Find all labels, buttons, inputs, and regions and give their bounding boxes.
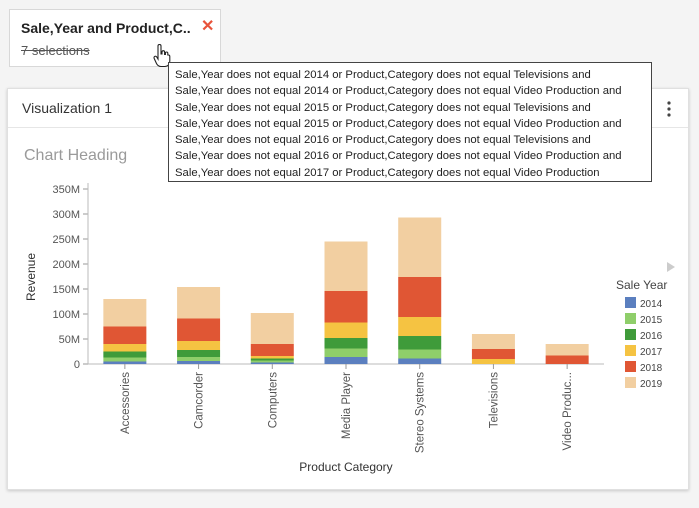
close-icon[interactable]: ✕	[201, 18, 215, 35]
x-tick-label: Video Produc...	[562, 372, 574, 450]
bar-segment[interactable]	[103, 326, 147, 345]
legend-swatch	[625, 329, 636, 340]
x-tick-label: Computers	[267, 372, 279, 428]
panel-title: Visualization 1	[22, 100, 113, 116]
bar-segment[interactable]	[398, 349, 442, 359]
x-axis-label: Product Category	[299, 460, 392, 474]
bar-segment[interactable]	[177, 341, 221, 350]
legend-label[interactable]: 2019	[640, 379, 663, 390]
legend-swatch	[625, 297, 636, 308]
bar-segment[interactable]	[398, 317, 442, 336]
bar-segment[interactable]	[324, 291, 368, 323]
legend-label[interactable]: 2018	[640, 363, 663, 374]
bar-segment[interactable]	[398, 336, 442, 350]
x-tick-label: Accessories	[120, 372, 132, 434]
y-tick-label: 200M	[52, 259, 80, 271]
filter-chip[interactable]: Sale,Year and Product,C... ✕ 7 selection…	[9, 9, 221, 67]
legend-swatch	[625, 345, 636, 356]
bar-segment[interactable]	[398, 217, 442, 278]
kebab-menu-icon[interactable]	[664, 99, 674, 119]
bar-segment[interactable]	[103, 351, 147, 358]
bar-segment[interactable]	[250, 360, 294, 363]
bar-segment[interactable]	[177, 318, 221, 342]
bar-segment[interactable]	[545, 344, 589, 356]
bar-segment[interactable]	[250, 313, 294, 344]
legend-label[interactable]: 2017	[640, 347, 663, 358]
bar-segment[interactable]	[177, 361, 221, 364]
bar-segment[interactable]	[545, 355, 589, 365]
bar-segment[interactable]	[250, 344, 294, 356]
bar-segment[interactable]	[471, 334, 515, 349]
tooltip-line: Sale,Year does not equal 2014 or Product…	[175, 69, 591, 81]
filter-title: Sale,Year and Product,C...	[21, 20, 191, 36]
legend-scroll-icon[interactable]	[667, 262, 675, 272]
stacked-bar-chart: Chart Heading 0 50M 100M 150M 200M 250M 300M 350…	[24, 147, 675, 474]
legend-swatch	[625, 377, 636, 388]
bar-segment[interactable]	[250, 362, 294, 365]
bar-segment[interactable]	[324, 322, 368, 339]
bar-segment[interactable]	[177, 357, 221, 361]
y-tick-label: 350M	[52, 184, 80, 196]
chart-heading: Chart Heading	[24, 147, 127, 164]
y-axis-label: Revenue	[24, 253, 38, 301]
tooltip-line: Sale,Year does not equal 2016 or Product…	[175, 150, 622, 163]
tooltip-line: Sale,Year does not equal 2017 or Product…	[175, 166, 600, 179]
bar-segment[interactable]	[103, 361, 147, 365]
bar-segment[interactable]	[250, 356, 294, 359]
bar-segment[interactable]	[177, 287, 221, 319]
y-tick-label: 50M	[59, 334, 80, 346]
bar-segment[interactable]	[324, 338, 368, 349]
x-tick-label: Camcorder	[194, 372, 206, 429]
tooltip-line: Sale,Year does not equal 2016 or Product…	[175, 134, 591, 147]
bar-segment[interactable]	[398, 358, 442, 365]
filter-tooltip: Sale,Year does not equal 2014 or Product…	[168, 62, 652, 182]
x-tick-label: Stereo Systems	[415, 372, 427, 453]
legend-label[interactable]: 2014	[640, 299, 663, 310]
legend-swatch	[625, 313, 636, 324]
bar-segment[interactable]	[250, 358, 294, 361]
legend-label[interactable]: 2015	[640, 315, 663, 326]
bar-segment[interactable]	[324, 348, 368, 358]
bar-segment[interactable]	[398, 277, 442, 317]
legend-title: Sale Year	[616, 278, 667, 292]
x-tick-label: Media Player	[341, 372, 353, 439]
bar-segment[interactable]	[471, 359, 515, 364]
bar-segment[interactable]	[103, 344, 147, 352]
bar-segment[interactable]	[103, 357, 147, 362]
legend-swatch	[625, 361, 636, 372]
tooltip-line: Sale,Year does not equal 2015 or Product…	[175, 117, 622, 130]
y-tick-label: 0	[74, 359, 80, 371]
legend-label[interactable]: 2016	[640, 331, 663, 342]
bar-segment[interactable]	[103, 299, 147, 327]
hand-cursor-icon	[153, 44, 171, 68]
tooltip-line: Sale,Year does not equal 2014 or Product…	[175, 85, 622, 98]
y-tick-label: 150M	[52, 284, 80, 296]
tooltip-line: Sale,Year does not equal 2015 or Product…	[175, 101, 591, 114]
y-tick-label: 300M	[52, 209, 80, 221]
bar-segment[interactable]	[324, 357, 368, 364]
filter-selections-count: 7 selections	[21, 43, 90, 58]
y-tick-label: 250M	[52, 234, 80, 246]
y-tick-label: 100M	[52, 309, 80, 321]
bar-segment[interactable]	[324, 241, 368, 292]
bar-segment[interactable]	[177, 350, 221, 357]
bar-segment[interactable]	[471, 349, 515, 359]
x-tick-label: Televisions	[488, 372, 500, 428]
